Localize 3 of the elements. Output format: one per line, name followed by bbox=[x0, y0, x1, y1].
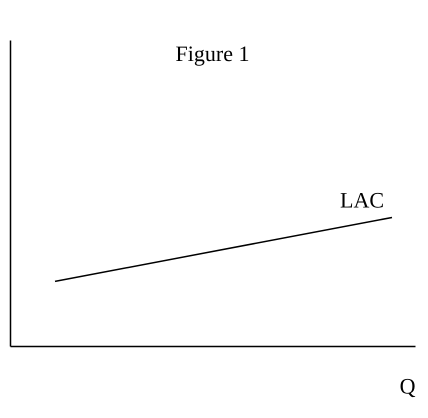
series-label: LAC bbox=[340, 187, 384, 212]
chart-title: Figure 1 bbox=[176, 41, 250, 66]
x-axis-title: Q bbox=[400, 374, 416, 398]
